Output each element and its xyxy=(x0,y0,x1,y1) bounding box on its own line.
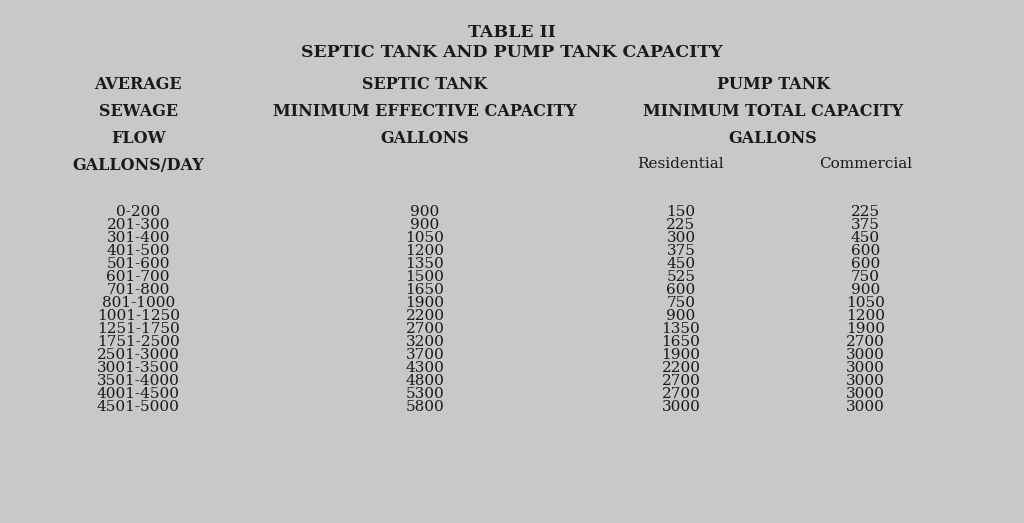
Text: 701-800: 701-800 xyxy=(106,283,170,297)
Text: 3000: 3000 xyxy=(846,400,885,414)
Text: 3000: 3000 xyxy=(846,386,885,401)
Text: 1900: 1900 xyxy=(846,322,885,336)
Text: GALLONS: GALLONS xyxy=(729,130,817,147)
Text: 750: 750 xyxy=(667,296,695,310)
Text: 3001-3500: 3001-3500 xyxy=(97,361,179,374)
Text: SEPTIC TANK: SEPTIC TANK xyxy=(362,76,487,93)
Text: 525: 525 xyxy=(667,270,695,284)
Text: GALLONS: GALLONS xyxy=(381,130,469,147)
Text: 4501-5000: 4501-5000 xyxy=(97,400,179,414)
Text: 3200: 3200 xyxy=(406,335,444,349)
Text: 2501-3000: 2501-3000 xyxy=(97,348,179,362)
Text: 2700: 2700 xyxy=(662,373,700,388)
Text: 4001-4500: 4001-4500 xyxy=(96,386,180,401)
Text: 801-1000: 801-1000 xyxy=(101,296,175,310)
Text: GALLONS/DAY: GALLONS/DAY xyxy=(73,157,204,175)
Text: 601-700: 601-700 xyxy=(106,270,170,284)
Text: 3000: 3000 xyxy=(846,373,885,388)
Text: 1200: 1200 xyxy=(846,309,885,323)
Text: 900: 900 xyxy=(851,283,880,297)
Text: 750: 750 xyxy=(851,270,880,284)
Text: 2200: 2200 xyxy=(662,361,700,374)
Text: 5800: 5800 xyxy=(406,400,444,414)
Text: 3700: 3700 xyxy=(406,348,444,362)
Text: 0-200: 0-200 xyxy=(116,205,161,219)
Text: 1500: 1500 xyxy=(406,270,444,284)
Text: 375: 375 xyxy=(851,218,880,232)
Text: 900: 900 xyxy=(411,205,439,219)
Text: 1900: 1900 xyxy=(662,348,700,362)
Text: PUMP TANK: PUMP TANK xyxy=(717,76,829,93)
Text: 1350: 1350 xyxy=(662,322,700,336)
Text: 3000: 3000 xyxy=(846,348,885,362)
Text: TABLE II: TABLE II xyxy=(468,24,556,41)
Text: 1200: 1200 xyxy=(406,244,444,258)
Text: 900: 900 xyxy=(667,309,695,323)
Text: 301-400: 301-400 xyxy=(106,231,170,245)
Text: 1650: 1650 xyxy=(406,283,444,297)
Text: FLOW: FLOW xyxy=(111,130,166,147)
Text: 1650: 1650 xyxy=(662,335,700,349)
Text: 1001-1250: 1001-1250 xyxy=(96,309,180,323)
Text: 450: 450 xyxy=(667,257,695,271)
Text: 1050: 1050 xyxy=(406,231,444,245)
Text: 150: 150 xyxy=(667,205,695,219)
Text: 4300: 4300 xyxy=(406,361,444,374)
Text: SEPTIC TANK AND PUMP TANK CAPACITY: SEPTIC TANK AND PUMP TANK CAPACITY xyxy=(301,44,723,62)
Text: 1751-2500: 1751-2500 xyxy=(97,335,179,349)
Text: 450: 450 xyxy=(851,231,880,245)
Text: 2700: 2700 xyxy=(406,322,444,336)
Text: MINIMUM TOTAL CAPACITY: MINIMUM TOTAL CAPACITY xyxy=(643,103,903,120)
Text: SEWAGE: SEWAGE xyxy=(98,103,178,120)
Text: 600: 600 xyxy=(851,244,880,258)
Text: 4800: 4800 xyxy=(406,373,444,388)
Text: 1350: 1350 xyxy=(406,257,444,271)
Text: 401-500: 401-500 xyxy=(106,244,170,258)
Text: Commercial: Commercial xyxy=(819,157,911,172)
Text: 501-600: 501-600 xyxy=(106,257,170,271)
Text: 3501-4000: 3501-4000 xyxy=(97,373,179,388)
Text: AVERAGE: AVERAGE xyxy=(94,76,182,93)
Text: 201-300: 201-300 xyxy=(106,218,170,232)
Text: 1900: 1900 xyxy=(406,296,444,310)
Text: 3000: 3000 xyxy=(846,361,885,374)
Text: 2700: 2700 xyxy=(846,335,885,349)
Text: 225: 225 xyxy=(851,205,880,219)
Text: 3000: 3000 xyxy=(662,400,700,414)
Text: Residential: Residential xyxy=(638,157,724,172)
Text: 300: 300 xyxy=(667,231,695,245)
Text: 225: 225 xyxy=(667,218,695,232)
Text: MINIMUM EFFECTIVE CAPACITY: MINIMUM EFFECTIVE CAPACITY xyxy=(273,103,577,120)
Text: 2700: 2700 xyxy=(662,386,700,401)
Text: 1050: 1050 xyxy=(846,296,885,310)
Text: 2200: 2200 xyxy=(406,309,444,323)
Text: 600: 600 xyxy=(851,257,880,271)
Text: 5300: 5300 xyxy=(406,386,444,401)
Text: 375: 375 xyxy=(667,244,695,258)
Text: 1251-1750: 1251-1750 xyxy=(97,322,179,336)
Text: 900: 900 xyxy=(411,218,439,232)
Text: 600: 600 xyxy=(667,283,695,297)
